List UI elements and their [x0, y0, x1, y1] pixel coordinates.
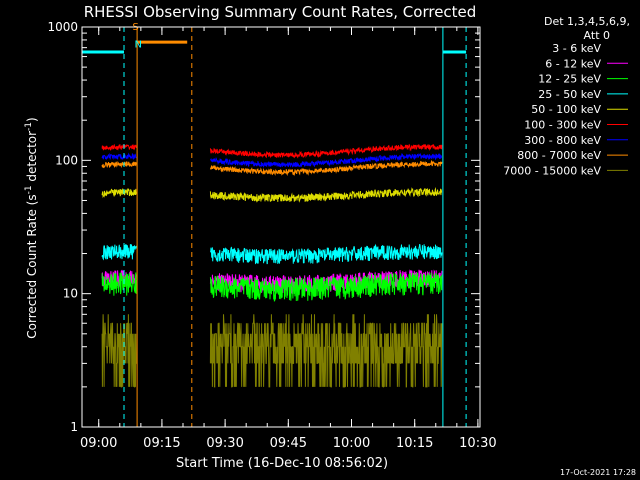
- x-tick-label-3: 09:45: [270, 436, 307, 451]
- plot-frame: [81, 26, 481, 428]
- x-tick-label-6: 10:30: [459, 436, 496, 451]
- legend-label-7: 800 - 7000 keV: [517, 149, 601, 162]
- y-tick-label-0: 1: [70, 420, 78, 434]
- legend-label-6: 300 - 800 keV: [524, 134, 601, 147]
- series-trace-5: [101, 143, 443, 159]
- y-axis-label: Corrected Count Rate (s-1 detector-1): [24, 117, 39, 338]
- series-trace-6: [101, 152, 443, 169]
- footer-timestamp: 17-Oct-2021 17:28: [560, 468, 636, 477]
- x-tick-label-4: 10:00: [333, 436, 370, 451]
- axes: 1 10 100 1000 09:00 09:15 09:30 09:45 10:00 10:15…: [47, 20, 496, 451]
- legend-header-attenuator: Att 0: [584, 29, 610, 42]
- x-tick-label-1: 09:15: [143, 436, 180, 451]
- x-tick-label-5: 10:15: [396, 436, 433, 451]
- series-trace-7: [101, 159, 443, 177]
- legend-label-5: 100 - 300 keV: [524, 119, 601, 132]
- legend-label-8: 7000 - 15000 keV: [503, 164, 601, 177]
- legend-header-detectors: Det 1,3,4,5,6,9,: [544, 15, 630, 28]
- legend-label-0: 3 - 6 keV: [552, 42, 601, 55]
- x-axis-label: Start Time (16-Dec-10 08:56:02): [176, 456, 388, 471]
- flag-label-1: N: [135, 40, 142, 51]
- y-tick-label-2: 100: [55, 153, 78, 167]
- y-tick-label-1: 10: [63, 287, 78, 301]
- series-trace-4: [101, 187, 443, 203]
- x-tick-label-2: 09:30: [206, 436, 243, 451]
- series-trace-2: [101, 272, 443, 302]
- series-trace-8: [101, 314, 443, 388]
- legend-label-1: 6 - 12 keV: [545, 57, 601, 70]
- legend-label-3: 25 - 50 keV: [538, 88, 601, 101]
- series-trace-3: [101, 243, 443, 265]
- legend: Det 1,3,4,5,6,9, Att 0 3 - 6 keV 6 - 12 k…: [503, 15, 630, 177]
- legend-label-4: 50 - 100 keV: [531, 103, 601, 116]
- legend-label-2: 12 - 25 keV: [538, 73, 601, 86]
- chart-title: RHESSI Observing Summary Count Rates, Co…: [84, 3, 477, 21]
- y-tick-label-3: 1000: [47, 20, 78, 34]
- plot-area: SN: [82, 22, 467, 427]
- x-tick-label-0: 09:00: [80, 436, 117, 451]
